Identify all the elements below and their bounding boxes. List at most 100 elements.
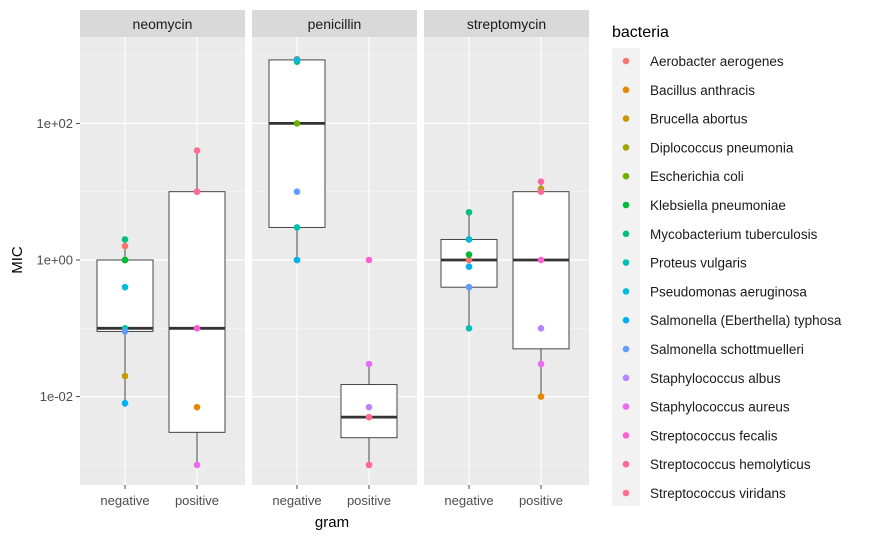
facet-strip: [424, 10, 589, 37]
box-iqr: [96, 259, 154, 332]
facet-panels: neomycin penicillin streptomycin: [80, 10, 589, 485]
legend-label: Aerobacter aerogenes: [650, 54, 784, 69]
y-tick-label: 1e-02: [40, 389, 73, 404]
legend-entry: Streptococcus fecalis: [622, 428, 778, 443]
y-axis-title: MIC: [9, 246, 26, 274]
legend-key-background: [612, 48, 640, 506]
legend: bacteria Aerobacter aerogenes Bacillus an…: [612, 24, 842, 506]
legend-entry: Bacillus anthracis: [622, 83, 755, 98]
legend-entry: Diplococcus pneumonia: [622, 140, 794, 155]
data-point: [193, 147, 201, 154]
data-point: [365, 256, 373, 264]
data-point: [121, 236, 129, 243]
legend-label: Streptococcus viridans: [650, 486, 786, 501]
data-point: [465, 256, 473, 264]
box-iqr: [268, 59, 326, 228]
legend-label: Mycobacterium tuberculosis: [650, 227, 818, 242]
data-point: [193, 325, 201, 332]
data-point: [293, 188, 301, 195]
legend-key: [622, 374, 630, 382]
x-axis: negative positive negative positive negative…: [100, 485, 563, 508]
facet-strip-label: penicillin: [308, 16, 362, 32]
data-point: [465, 251, 473, 258]
data-point: [293, 120, 301, 127]
legend-label: Staphylococcus albus: [650, 371, 781, 386]
data-point: [121, 256, 129, 264]
box-iqr: [512, 191, 570, 350]
data-point: [365, 403, 373, 411]
data-point: [121, 242, 129, 250]
x-tick-label: positive: [347, 493, 391, 508]
legend-key: [622, 201, 630, 209]
legend-label: Diplococcus pneumonia: [650, 140, 794, 155]
x-tick-label: negative: [444, 493, 493, 508]
facet-panel-penicillin: penicillin: [252, 10, 417, 485]
box-iqr: [440, 238, 498, 288]
data-point: [121, 328, 129, 335]
box-iqr: [168, 191, 226, 433]
x-axis-title: gram: [315, 514, 349, 531]
facet-strip-label: neomycin: [133, 16, 193, 32]
facet-strip: [80, 10, 245, 37]
facet-strip: [252, 10, 417, 37]
x-tick-label: positive: [519, 493, 563, 508]
legend-key: [622, 230, 630, 238]
legend-key: [622, 345, 630, 353]
legend-entry: Salmonella (Eberthella) typhosa: [622, 313, 842, 328]
legend-label: Escherichia coli: [650, 169, 744, 184]
legend-entry: Staphylococcus aureus: [622, 400, 790, 415]
data-point: [537, 178, 545, 186]
data-point: [121, 372, 129, 380]
legend-key: [622, 115, 630, 122]
legend-label: Pseudomonas aeruginosa: [650, 284, 807, 299]
data-point: [537, 256, 545, 264]
legend-label: Proteus vulgaris: [650, 256, 747, 271]
data-point: [465, 263, 473, 270]
data-point: [193, 188, 201, 195]
data-point: [365, 461, 373, 469]
data-point: [537, 393, 545, 400]
data-point: [537, 325, 545, 332]
data-point: [121, 283, 129, 291]
data-point: [193, 403, 201, 411]
y-axis: 1e-02 1e+00 1e+02: [36, 116, 80, 404]
legend-entry: Streptococcus hemolyticus: [622, 457, 811, 472]
legend-entry: Pseudomonas aeruginosa: [622, 284, 807, 299]
data-point: [193, 461, 201, 469]
data-point: [293, 224, 301, 231]
legend-label: Streptococcus hemolyticus: [650, 457, 811, 472]
data-point: [465, 325, 473, 332]
data-point: [365, 413, 373, 421]
y-tick-label: 1e+00: [36, 253, 73, 268]
box-iqr: [340, 384, 398, 439]
data-point: [465, 283, 473, 291]
box-negative: [268, 59, 326, 260]
legend-entry: Staphylococcus albus: [622, 371, 781, 386]
data-point: [465, 208, 473, 216]
legend-label: Staphylococcus aureus: [650, 400, 790, 415]
legend-entry: Proteus vulgaris: [622, 256, 747, 271]
legend-entry: Aerobacter aerogenes: [622, 54, 784, 69]
legend-label: Brucella abortus: [650, 112, 748, 127]
legend-key: [622, 57, 630, 65]
data-point: [293, 56, 301, 64]
legend-entry: Streptococcus viridans: [622, 486, 786, 501]
legend-key: [622, 432, 630, 439]
legend-key: [622, 403, 630, 410]
legend-key: [622, 86, 630, 94]
legend-label: Salmonella schottmuelleri: [650, 342, 804, 357]
legend-label: Klebsiella pneumoniae: [650, 198, 786, 213]
y-tick-label: 1e+02: [36, 116, 73, 131]
box-positive: [512, 181, 570, 397]
data-point: [365, 360, 373, 368]
legend-entry: Brucella abortus: [622, 112, 748, 127]
legend-key: [622, 460, 630, 468]
data-point: [293, 256, 301, 264]
box-positive: [168, 150, 226, 465]
legend-label: Bacillus anthracis: [650, 83, 755, 98]
x-tick-label: positive: [175, 493, 219, 508]
legend-entry: Mycobacterium tuberculosis: [622, 227, 818, 242]
legend-key: [622, 172, 630, 180]
legend-label: Salmonella (Eberthella) typhosa: [650, 313, 842, 328]
